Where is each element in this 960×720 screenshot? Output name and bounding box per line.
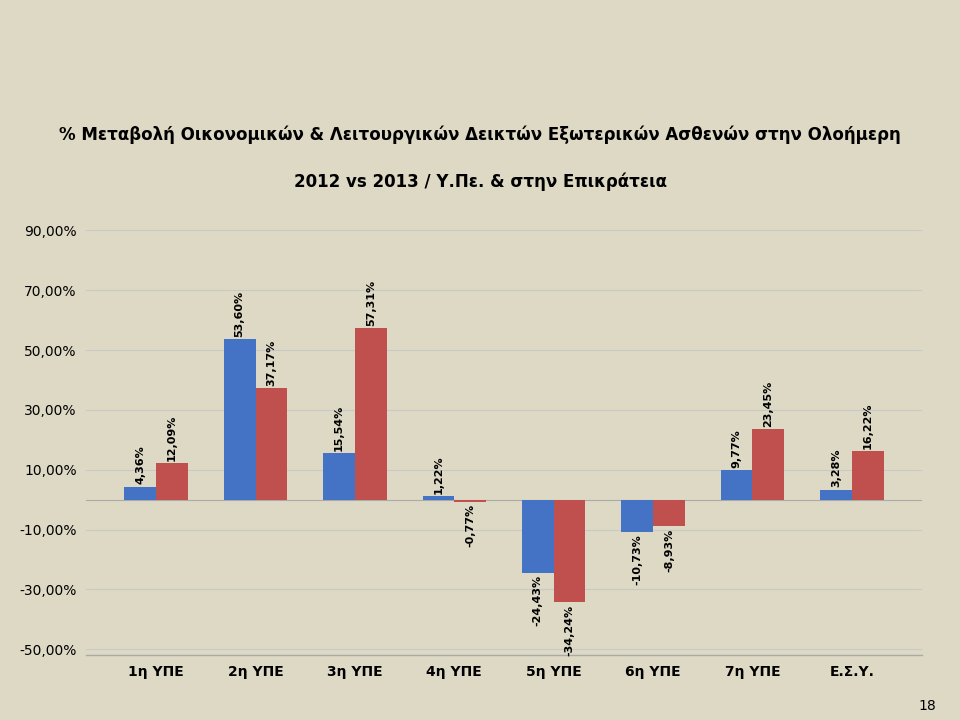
Text: % Μεταβολή Οικονομικών & Λειτουργικών Δεικτών Εξωτερικών Ασθενών στην Ολοήμερη: % Μεταβολή Οικονομικών & Λειτουργικών Δε…	[60, 126, 900, 145]
Text: 15,54%: 15,54%	[334, 405, 344, 451]
Bar	[554, 500, 586, 602]
Text: -10,73%: -10,73%	[633, 534, 642, 585]
Bar	[224, 339, 255, 500]
Bar	[621, 500, 653, 532]
Text: -8,93%: -8,93%	[664, 528, 674, 572]
Bar	[324, 453, 355, 500]
Text: 37,17%: 37,17%	[267, 340, 276, 386]
Bar	[454, 500, 486, 502]
Bar	[820, 490, 852, 500]
Text: 9,77%: 9,77%	[732, 429, 741, 468]
Bar	[721, 470, 753, 500]
Text: -24,43%: -24,43%	[533, 575, 542, 626]
Text: 1,22%: 1,22%	[433, 455, 444, 494]
Bar	[156, 464, 188, 500]
Text: 57,31%: 57,31%	[366, 279, 375, 325]
Text: 3,28%: 3,28%	[831, 449, 841, 487]
Bar	[422, 496, 454, 500]
Text: -34,24%: -34,24%	[564, 605, 575, 656]
Text: 53,60%: 53,60%	[234, 291, 245, 337]
Text: 18: 18	[919, 699, 936, 713]
Bar	[355, 328, 387, 500]
Bar	[852, 451, 883, 500]
Text: 12,09%: 12,09%	[167, 415, 177, 461]
Text: 23,45%: 23,45%	[763, 381, 774, 427]
Bar	[753, 429, 784, 500]
Text: 2012 vs 2013 / Υ.Πε. & στην Επικράτεια: 2012 vs 2013 / Υ.Πε. & στην Επικράτεια	[294, 173, 666, 192]
Bar	[255, 388, 287, 500]
Text: -0,77%: -0,77%	[466, 504, 475, 547]
Text: 16,22%: 16,22%	[863, 402, 873, 449]
Text: 4,36%: 4,36%	[135, 446, 145, 484]
Bar	[522, 500, 554, 572]
Bar	[653, 500, 684, 526]
Bar	[125, 487, 156, 500]
